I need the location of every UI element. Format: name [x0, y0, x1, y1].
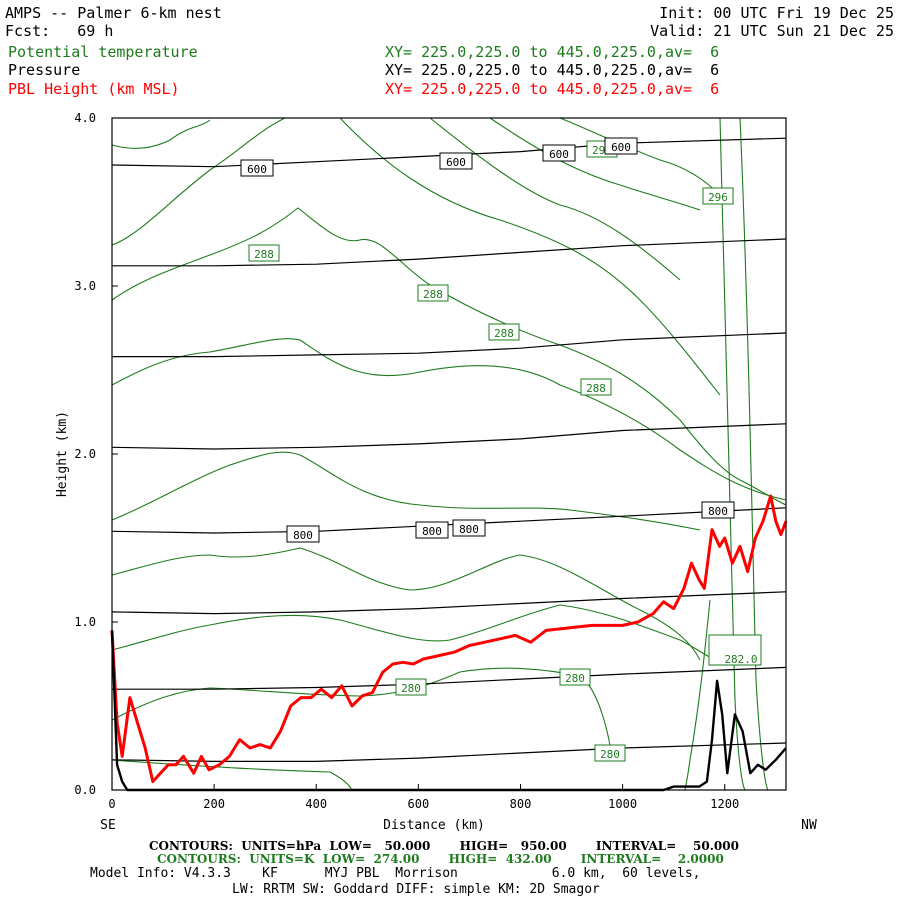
x-tick-label: 1000	[608, 797, 637, 811]
y-tick-label: 2.0	[74, 447, 96, 461]
pressure-label: 600	[247, 163, 267, 176]
pressure-label: 600	[446, 156, 466, 169]
theta-label: 280	[600, 748, 620, 761]
x-tick-label: 800	[510, 797, 532, 811]
axes: 0 200 400 600 800 1000 1200 0.0 1.0 2.0 3.0 4.0	[74, 111, 739, 811]
pressure-label-box	[415, 521, 449, 539]
pressure-label: 800	[422, 525, 442, 538]
x-tick-label: 1200	[710, 797, 739, 811]
x-axis-label: Distance (km)	[383, 818, 485, 833]
isobar-line	[111, 507, 787, 534]
pressure-label-box	[604, 137, 638, 155]
theta-label-box	[417, 284, 449, 302]
pressure-label: 600	[611, 141, 631, 154]
pressure-label-box	[452, 519, 486, 537]
pressure-label: 600	[549, 148, 569, 161]
theta-contour	[339, 117, 721, 396]
theta-contour	[684, 599, 711, 791]
theta-label: 282.0	[724, 653, 757, 666]
theta-contours	[111, 117, 787, 791]
terrain-line	[110, 630, 787, 792]
isobar-line	[112, 238, 787, 267]
theta-label: 288	[494, 327, 514, 340]
theta-label-box	[248, 244, 280, 262]
theta-contour	[111, 547, 701, 661]
theta-contour	[739, 117, 769, 791]
field-xy-pressure: XY= 225.0,225.0 to 445.0,225.0,av= 6	[385, 61, 720, 79]
theta-contour	[111, 117, 286, 246]
pressure-label: 800	[459, 523, 479, 536]
field-name-pressure: Pressure	[8, 61, 81, 79]
theta-contour	[111, 119, 211, 149]
field-xy-theta: XY= 225.0,225.0 to 445.0,225.0,av= 6	[385, 43, 720, 61]
theta-contour-info: CONTOURS: UNITS=K LOW= 274.00 HIGH= 432.…	[157, 852, 724, 866]
y-tick-label: 0.0	[74, 783, 96, 797]
pressure-label: 800	[708, 505, 728, 518]
theta-contour	[111, 759, 353, 791]
pressure-label-box	[240, 159, 274, 177]
theta-label-box	[559, 668, 591, 686]
y-axis-label: Height (km)	[55, 411, 70, 497]
theta-label-box	[702, 187, 734, 205]
se-end-label: SE	[100, 818, 116, 833]
y-tick-label: 1.0	[74, 615, 96, 629]
field-xy-pbl: XY= 225.0,225.0 to 445.0,225.0,av= 6	[385, 80, 720, 98]
nw-end-label: NW	[801, 818, 817, 833]
isobar-line	[111, 591, 787, 615]
pressure-label-box	[701, 501, 735, 519]
physics-info: LW: RRTM SW: Goddard DIFF: simple KM: 2D…	[232, 882, 600, 897]
theta-label: 288	[586, 382, 606, 395]
x-tick-label: 0	[108, 797, 115, 811]
data-series	[110, 494, 788, 792]
theta-label-box	[395, 678, 427, 696]
x-tick-label: 600	[408, 797, 430, 811]
pressure-contour-info: CONTOURS: UNITS=hPa LOW= 50.000 HIGH= 95…	[149, 839, 739, 853]
theta-contour	[111, 667, 613, 761]
pbl-height-line	[110, 494, 788, 784]
theta-label: 288	[254, 248, 274, 261]
isobar-line	[111, 423, 787, 450]
pressure-label-group	[240, 137, 735, 543]
x-tick-label: 400	[305, 797, 327, 811]
theta-contour	[111, 338, 787, 501]
init-time: Init: 00 UTC Fri 19 Dec 25	[659, 4, 894, 22]
x-tick-label: 200	[203, 797, 225, 811]
forecast-hour: Fcst: 69 h	[5, 22, 114, 40]
theta-label: 280	[565, 672, 585, 685]
model-info: Model Info: V4.3.3 KF MYJ PBL Morrison 6…	[90, 866, 701, 881]
theta-label-box	[488, 323, 520, 341]
theta-contour	[719, 117, 746, 791]
chart-title: AMPS -- Palmer 6-km nest	[5, 4, 222, 22]
theta-contour	[111, 451, 701, 531]
pressure-label-box	[286, 525, 320, 543]
theta-contour	[559, 117, 721, 196]
theta-label: 280	[401, 682, 421, 695]
pressure-label: 800	[293, 529, 313, 542]
field-name-theta: Potential temperature	[8, 43, 198, 61]
pressure-isobars	[111, 137, 787, 762]
y-tick-label: 4.0	[74, 111, 96, 125]
theta-label-box	[708, 634, 762, 666]
theta-label-box	[580, 378, 612, 396]
theta-label: 288	[423, 288, 443, 301]
isobar-line	[111, 742, 787, 762]
theta-contour	[111, 604, 721, 661]
theta-label-box	[594, 744, 626, 762]
field-name-pbl: PBL Height (km MSL)	[8, 80, 180, 98]
theta-contour	[489, 117, 701, 211]
pressure-label-box	[542, 144, 576, 162]
theta-label-group	[248, 140, 762, 762]
pressure-label-box	[439, 152, 473, 170]
isobar-line	[112, 332, 787, 358]
theta-label: 296	[708, 191, 728, 204]
theta-contour	[429, 117, 681, 281]
y-tick-label: 3.0	[74, 279, 96, 293]
isobar-line	[112, 666, 787, 690]
valid-time: Valid: 21 UTC Sun 21 Dec 25	[650, 22, 894, 40]
